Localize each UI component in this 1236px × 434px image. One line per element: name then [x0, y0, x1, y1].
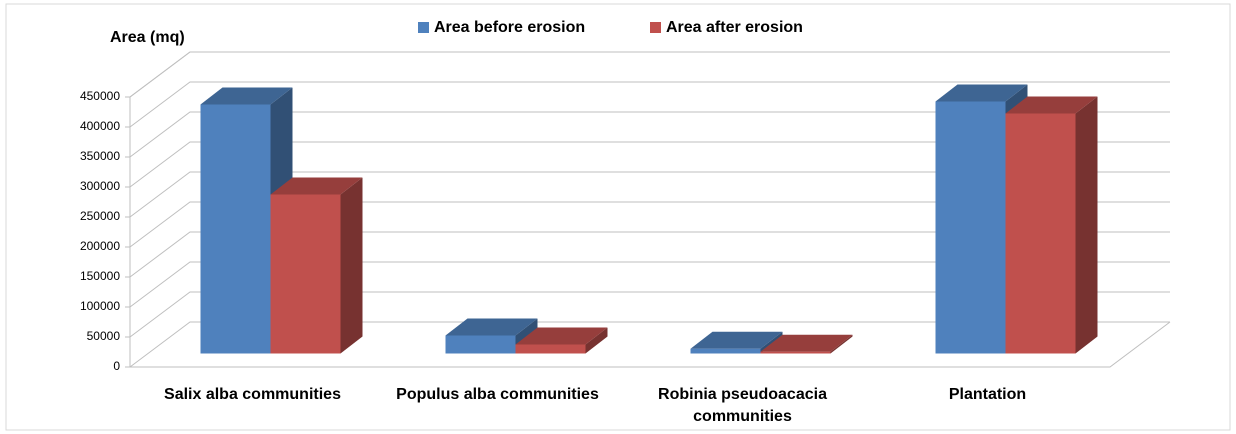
grid-line	[129, 171, 1170, 218]
bar	[760, 351, 831, 354]
bar-side	[585, 327, 608, 354]
x-tick-label: Plantation	[948, 386, 1027, 403]
grid-line	[129, 51, 1170, 98]
x-tick-label: Populus alba communities	[396, 386, 599, 403]
legend-label: Area before erosion	[434, 19, 585, 36]
y-tick-label: 400000	[80, 119, 120, 133]
grid-line	[129, 141, 1170, 188]
bar-top	[690, 331, 783, 349]
bar	[270, 194, 341, 354]
bar	[515, 344, 586, 354]
x-tick-label: Salix alba communities	[164, 386, 341, 403]
grid-line	[129, 231, 1170, 278]
legend-swatch	[650, 22, 661, 33]
floor	[130, 321, 1171, 368]
grid-line	[129, 81, 1170, 128]
y-tick-label: 150000	[80, 269, 120, 283]
y-tick-label: 50000	[87, 329, 121, 343]
grid-line	[129, 291, 1170, 338]
bar	[1005, 113, 1076, 354]
grid-line	[129, 321, 1170, 368]
bar-side	[830, 334, 853, 354]
bar-top	[445, 318, 538, 336]
y-tick-label: 300000	[80, 179, 120, 193]
bar-side	[340, 177, 363, 354]
bar-side	[1075, 96, 1098, 354]
x-tick-label: Robinia pseudoacacia communities	[658, 386, 827, 425]
y-tick-label: 450000	[80, 89, 120, 103]
grid-line	[129, 201, 1170, 248]
bar	[200, 104, 271, 354]
bar	[690, 348, 761, 354]
y-tick-label: 100000	[80, 299, 120, 313]
bar-top	[200, 87, 293, 105]
bar-top	[935, 84, 1028, 102]
y-tick-label: 200000	[80, 239, 120, 253]
grid-line	[129, 111, 1170, 158]
chart-frame	[5, 3, 1231, 431]
side-wall	[129, 51, 191, 367]
bar	[445, 335, 516, 354]
y-tick-label: 0	[113, 359, 120, 373]
bar-top	[760, 334, 853, 352]
grid-line	[129, 261, 1170, 308]
y-tick-label: 350000	[80, 149, 120, 163]
legend-label: Area after erosion	[666, 19, 803, 36]
legend-swatch	[418, 22, 429, 33]
y-axis-title: Area (mq)	[110, 29, 185, 46]
bar-top	[1005, 96, 1098, 114]
bar-top	[515, 327, 608, 345]
y-tick-label: 250000	[80, 209, 120, 223]
bar	[935, 101, 1006, 354]
bar-top	[270, 177, 363, 195]
